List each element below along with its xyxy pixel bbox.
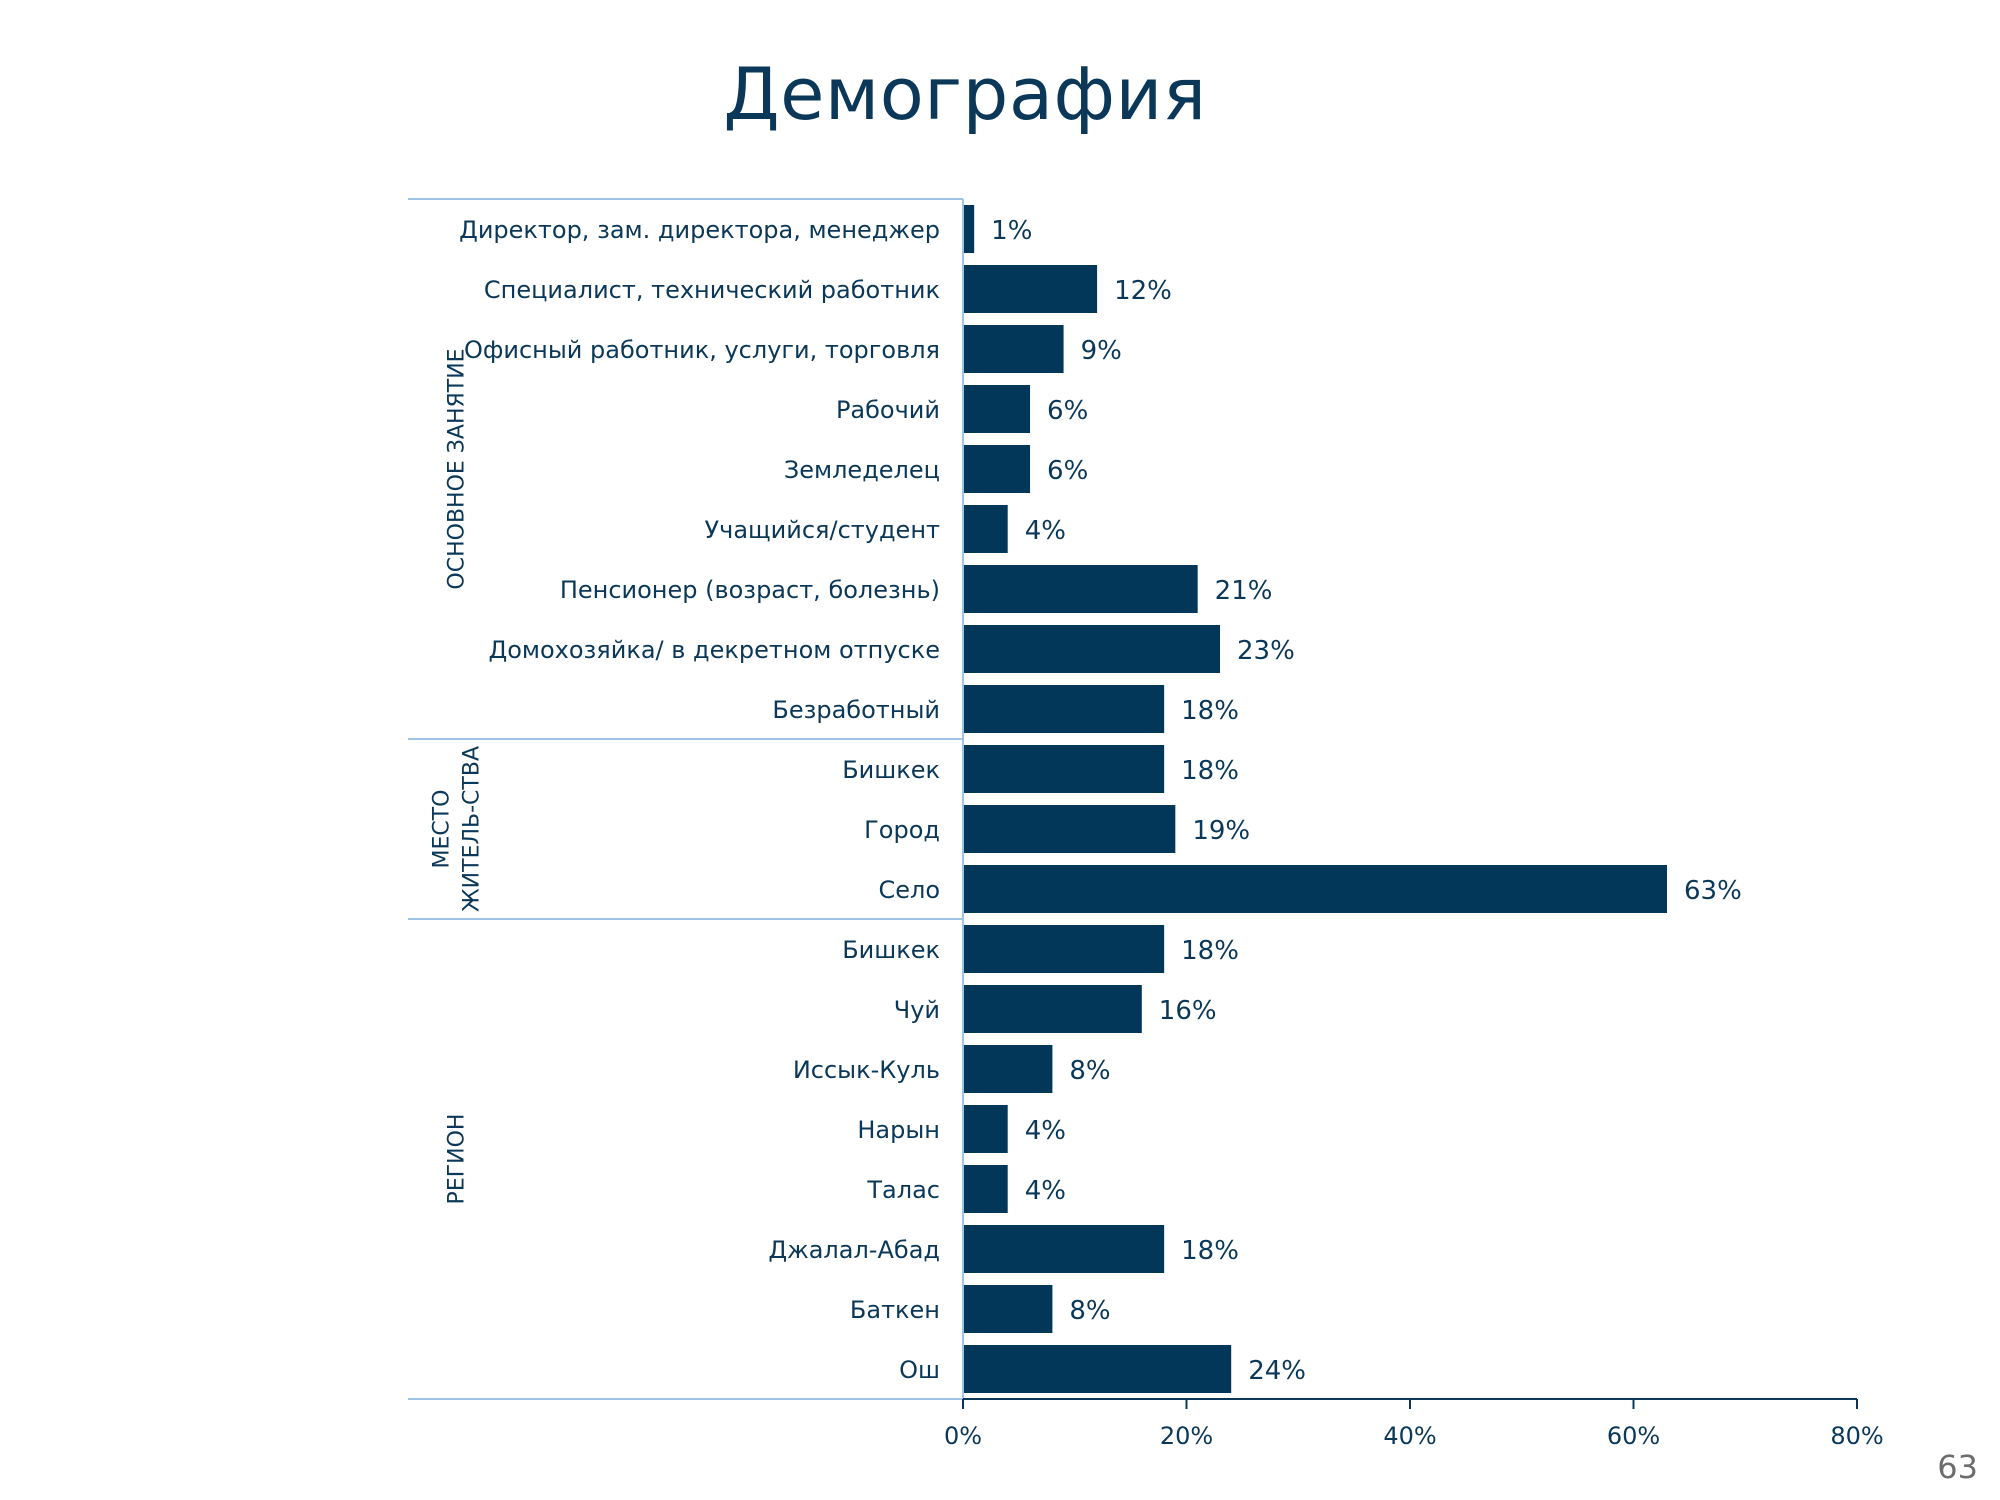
- x-tick-label: 20%: [1160, 1422, 1213, 1450]
- bar: [963, 505, 1008, 553]
- x-tick-label: 0%: [944, 1422, 982, 1450]
- category-label: Директор, зам. директора, менеджер: [459, 216, 940, 244]
- bar: [963, 1165, 1008, 1213]
- category-label: Ош: [899, 1356, 940, 1384]
- category-label: Рабочий: [836, 396, 940, 424]
- data-label: 21%: [1215, 576, 1273, 606]
- page-title: Демография: [723, 52, 1207, 136]
- bar: [963, 745, 1165, 793]
- bar: [963, 445, 1031, 493]
- data-label: 8%: [1069, 1056, 1110, 1086]
- x-tick-label: 80%: [1830, 1422, 1883, 1450]
- bar: [963, 265, 1098, 313]
- category-label: Офисный работник, услуги, торговля: [464, 336, 940, 364]
- category-label: Чуй: [894, 996, 940, 1024]
- category-label: Нарын: [857, 1116, 940, 1144]
- data-label: 24%: [1248, 1356, 1306, 1386]
- data-label: 12%: [1114, 276, 1172, 306]
- category-label: Домохозяйка/ в декретном отпуске: [488, 636, 940, 664]
- data-label: 4%: [1025, 516, 1066, 546]
- bar: [963, 1345, 1232, 1393]
- data-label: 6%: [1047, 456, 1088, 486]
- data-label: 9%: [1081, 336, 1122, 366]
- x-tick-label: 60%: [1607, 1422, 1660, 1450]
- group-label: РЕГИОН: [445, 1114, 470, 1205]
- bar: [963, 1225, 1165, 1273]
- bar: [963, 985, 1142, 1033]
- category-label: Безработный: [772, 696, 940, 724]
- category-label: Баткен: [850, 1296, 940, 1324]
- group-label: МЕСТО: [430, 790, 455, 869]
- category-label: Бишкек: [842, 756, 940, 784]
- category-label: Джалал-Абад: [768, 1236, 940, 1264]
- category-label: Село: [878, 876, 940, 904]
- data-label: 8%: [1069, 1296, 1110, 1326]
- group-label: ЖИТЕЛЬ-СТВА: [460, 746, 485, 912]
- category-label: Учащийся/студент: [705, 516, 940, 544]
- bar: [963, 925, 1165, 973]
- category-label: Специалист, технический работник: [484, 276, 940, 304]
- data-label: 18%: [1181, 756, 1239, 786]
- bar: [963, 625, 1221, 673]
- bar: [963, 685, 1165, 733]
- bar: [963, 865, 1668, 913]
- bar: [963, 385, 1031, 433]
- category-label: Город: [864, 816, 940, 844]
- data-label: 6%: [1047, 396, 1088, 426]
- bar: [963, 1105, 1008, 1153]
- category-label: Земледелец: [784, 456, 940, 484]
- bar: [963, 1045, 1053, 1093]
- data-label: 18%: [1181, 936, 1239, 966]
- category-label: Талас: [866, 1176, 940, 1204]
- group-label: ОСНОВНОЕ ЗАНЯТИЕ: [445, 348, 470, 589]
- data-label: 63%: [1684, 876, 1742, 906]
- data-label: 18%: [1181, 1236, 1239, 1266]
- page-number: 63: [1937, 1448, 1978, 1486]
- category-label: Иссык-Куль: [793, 1056, 940, 1084]
- data-label: 4%: [1025, 1176, 1066, 1206]
- bar: [963, 325, 1064, 373]
- bar: [963, 805, 1176, 853]
- data-label: 23%: [1237, 636, 1295, 666]
- data-label: 19%: [1192, 816, 1250, 846]
- bar: [963, 1285, 1053, 1333]
- data-label: 1%: [991, 216, 1032, 246]
- x-tick-label: 40%: [1383, 1422, 1436, 1450]
- category-label: Бишкек: [842, 936, 940, 964]
- bar: [963, 205, 975, 253]
- data-label: 18%: [1181, 696, 1239, 726]
- data-label: 16%: [1159, 996, 1217, 1026]
- bar: [963, 565, 1198, 613]
- category-label: Пенсионер (возраст, болезнь): [560, 576, 940, 604]
- data-label: 4%: [1025, 1116, 1066, 1146]
